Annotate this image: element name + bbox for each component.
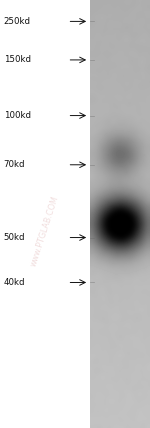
Text: 50kd: 50kd xyxy=(4,233,25,242)
Text: www.PTGLAB.COM: www.PTGLAB.COM xyxy=(29,195,61,268)
Text: 40kd: 40kd xyxy=(4,278,25,287)
Text: 100kd: 100kd xyxy=(4,111,31,120)
Text: 250kd: 250kd xyxy=(4,17,31,26)
Text: 150kd: 150kd xyxy=(4,55,31,65)
Text: 70kd: 70kd xyxy=(4,160,25,169)
